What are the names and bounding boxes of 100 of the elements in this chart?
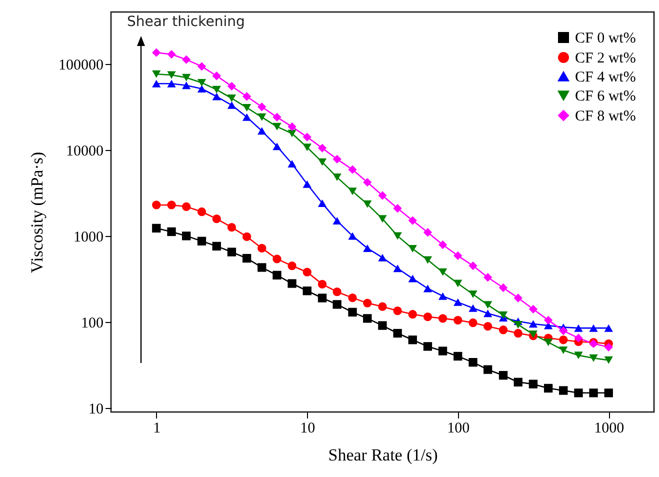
point bbox=[302, 268, 312, 276]
point bbox=[363, 178, 372, 187]
point bbox=[212, 214, 221, 224]
point bbox=[423, 228, 432, 237]
point bbox=[574, 388, 583, 398]
point bbox=[227, 248, 236, 256]
point bbox=[332, 217, 342, 225]
point bbox=[408, 274, 417, 282]
annotation: Shear thickening bbox=[127, 14, 245, 30]
point bbox=[589, 388, 598, 398]
point bbox=[468, 261, 478, 270]
point bbox=[288, 122, 296, 132]
point bbox=[574, 324, 583, 332]
point bbox=[197, 236, 206, 246]
point bbox=[423, 256, 432, 264]
point bbox=[408, 244, 417, 252]
point bbox=[423, 342, 432, 351]
point bbox=[528, 380, 538, 388]
point bbox=[318, 158, 327, 166]
point bbox=[408, 216, 417, 225]
point bbox=[242, 113, 252, 121]
point bbox=[197, 78, 206, 86]
point bbox=[454, 251, 462, 260]
x-tick-label: 10 bbox=[300, 420, 316, 436]
point bbox=[348, 293, 357, 302]
point bbox=[408, 310, 417, 319]
point bbox=[378, 191, 387, 200]
point bbox=[378, 254, 387, 262]
point bbox=[348, 308, 357, 317]
point bbox=[559, 326, 568, 336]
point bbox=[152, 70, 161, 78]
point bbox=[318, 280, 327, 289]
point bbox=[197, 85, 206, 93]
point bbox=[318, 199, 327, 207]
point bbox=[272, 270, 282, 280]
point bbox=[272, 142, 282, 150]
point bbox=[498, 283, 508, 292]
point bbox=[212, 242, 221, 251]
point bbox=[498, 311, 508, 319]
point bbox=[514, 294, 522, 302]
legend-label: CF 4 wt% bbox=[575, 70, 636, 86]
point bbox=[559, 346, 568, 354]
point bbox=[152, 80, 161, 88]
point bbox=[288, 279, 296, 288]
point bbox=[438, 268, 448, 276]
point bbox=[454, 298, 462, 306]
point bbox=[197, 62, 206, 71]
point bbox=[318, 294, 327, 302]
point bbox=[212, 72, 221, 80]
point bbox=[272, 112, 282, 122]
point bbox=[498, 371, 508, 380]
point bbox=[604, 342, 613, 352]
point bbox=[468, 304, 478, 312]
point bbox=[544, 316, 553, 325]
point bbox=[378, 302, 387, 311]
y-tick-label: 10000 bbox=[66, 143, 104, 160]
point bbox=[182, 55, 191, 64]
point bbox=[454, 280, 462, 288]
point bbox=[152, 48, 161, 57]
point bbox=[288, 130, 296, 138]
point bbox=[332, 288, 342, 296]
y-tick-label: 1000 bbox=[74, 229, 104, 246]
point bbox=[528, 320, 538, 328]
x-tick-label: 1000 bbox=[594, 420, 624, 436]
point bbox=[483, 273, 492, 282]
point bbox=[454, 352, 462, 361]
point bbox=[227, 101, 236, 109]
point bbox=[589, 354, 598, 362]
point bbox=[212, 86, 221, 94]
point bbox=[302, 132, 312, 142]
point bbox=[483, 301, 492, 309]
point bbox=[559, 336, 568, 344]
point bbox=[167, 227, 176, 236]
point bbox=[272, 254, 282, 264]
point bbox=[182, 232, 191, 240]
point bbox=[302, 286, 312, 296]
legend-label: CF 8 wt% bbox=[575, 108, 636, 124]
point bbox=[468, 318, 478, 328]
point bbox=[272, 122, 282, 130]
point bbox=[227, 82, 236, 90]
point bbox=[363, 244, 372, 252]
point bbox=[393, 264, 402, 272]
point bbox=[167, 80, 176, 88]
point bbox=[559, 386, 568, 395]
point bbox=[528, 304, 538, 314]
point bbox=[318, 144, 327, 152]
point bbox=[438, 240, 448, 250]
point bbox=[514, 378, 522, 386]
point bbox=[152, 224, 161, 233]
point bbox=[242, 104, 252, 112]
point bbox=[454, 316, 462, 324]
legend-label: CF 2 wt% bbox=[575, 50, 636, 66]
point bbox=[363, 200, 372, 208]
point bbox=[483, 365, 492, 374]
point bbox=[258, 127, 266, 135]
point bbox=[258, 263, 266, 272]
point bbox=[423, 284, 432, 292]
point bbox=[468, 290, 478, 298]
point bbox=[393, 232, 402, 240]
y-axis-title: Viscosity (mPa·s) bbox=[28, 152, 46, 274]
